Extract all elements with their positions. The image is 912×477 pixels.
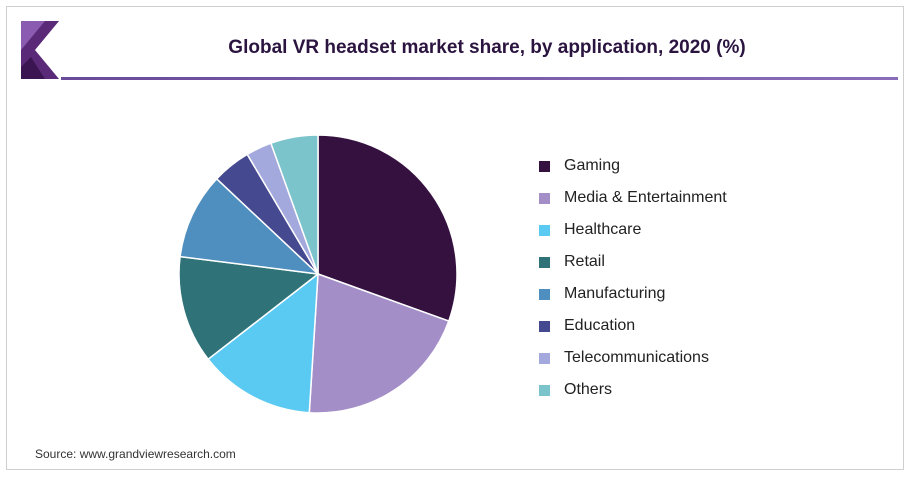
legend-swatch [539,320,550,332]
legend-swatch [539,160,550,172]
title-underline [61,77,898,80]
chart-title: Global VR headset market share, by appli… [228,37,746,58]
legend-label: Manufacturing [564,285,666,302]
pie-slice-media-entertainment [308,272,450,414]
legend-item: Others [539,374,727,406]
legend-item: Healthcare [539,214,727,246]
legend-item: Telecommunications [539,342,727,374]
legend-item: Retail [539,246,727,278]
legend-item: Gaming [539,150,727,182]
legend-swatch [539,288,550,300]
legend-swatch [539,352,550,364]
legend-swatch [539,384,550,396]
legend-label: Healthcare [564,221,642,238]
legend-label: Media & Entertainment [564,189,727,206]
pie-slice-healthcare [207,272,319,414]
pie-slice-manufacturing [179,177,321,276]
legend-label: Gaming [564,157,621,174]
chart-legend: Gaming Media & Entertainment Healthcare Ret… [539,150,727,406]
pie-slice-gaming [317,134,458,323]
brand-logo-icon [21,21,59,79]
legend-swatch [539,224,550,236]
pie-slice-others [269,134,319,275]
legend-swatch [539,256,550,268]
legend-label: Others [564,381,613,398]
legend-label: Education [564,317,636,334]
legend-swatch [539,192,550,204]
chart-card: Global VR headset market share, by appli… [6,6,904,470]
source-note: Source: www.grandviewresearch.com [35,447,236,461]
legend-item: Manufacturing [539,278,727,310]
legend-label: Telecommunications [564,349,709,366]
legend-label: Retail [564,253,605,270]
legend-item: Education [539,310,727,342]
pie-slice-retail [178,255,320,361]
legend-item: Media & Entertainment [539,182,727,214]
pie-chart [178,134,458,414]
